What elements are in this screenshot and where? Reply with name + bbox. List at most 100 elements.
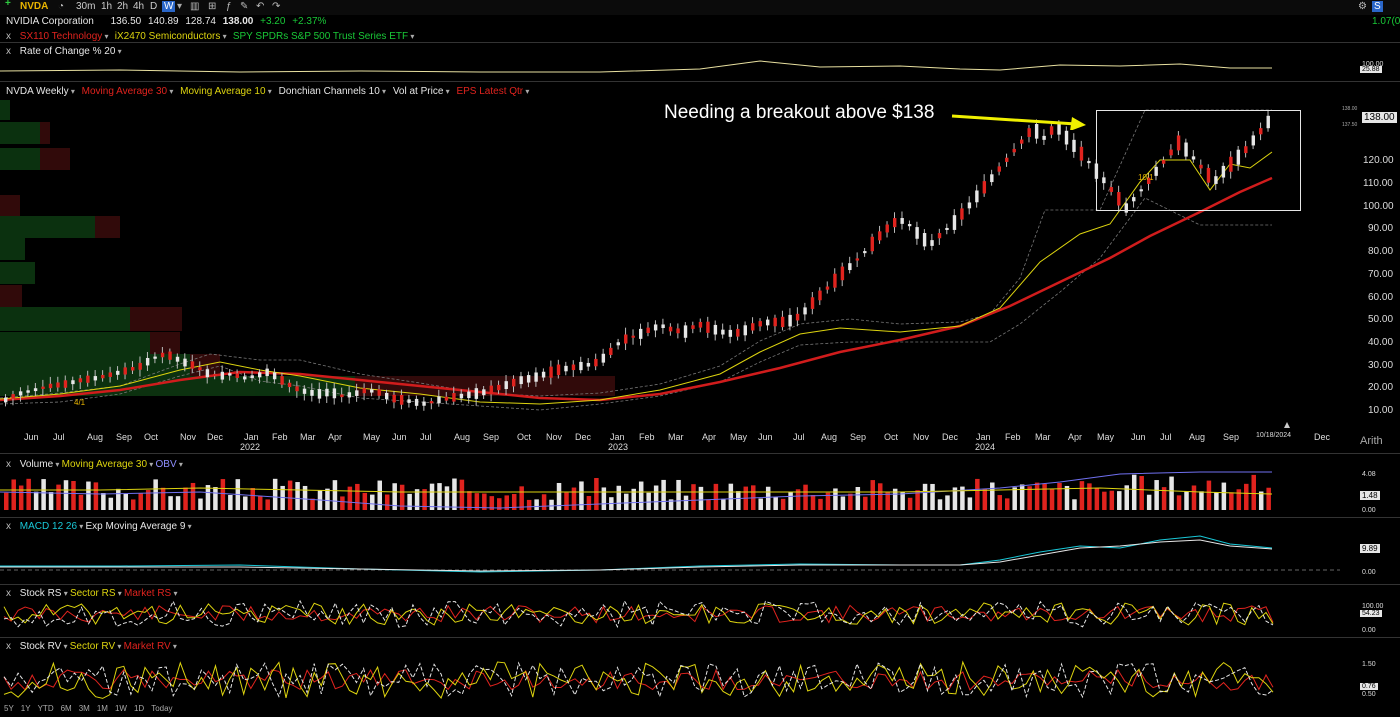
date-label: Jul [793,432,805,442]
rs-plot: 100.00 0.00 [3,599,1384,634]
volume-bar [863,496,868,510]
sector-rs-label[interactable]: Sector RS [69,588,116,599]
indicator-eps[interactable]: EPS Latest Qtr [456,86,524,97]
svg-text:120.00: 120.00 [1363,155,1394,166]
gauge-icon[interactable]: ◔ [58,1,65,12]
volume-bar [1244,483,1249,510]
candle [414,398,419,406]
date-axis: Jun Jul Aug Sep Oct Nov Dec Jan Feb Mar Apr May Jun J… [0,430,1360,452]
range-button[interactable]: 1D [133,704,145,713]
volume-bar [706,499,711,510]
redo-icon[interactable]: ↷ [272,1,281,12]
tf-4h[interactable]: 4h [133,1,145,12]
tools-icon[interactable]: ⊞ [208,1,217,12]
obv-label[interactable]: OBV [155,459,177,470]
volume-bar [833,488,838,510]
close-icon[interactable]: x [6,521,11,532]
indicator-ma30[interactable]: Moving Average 30 [81,86,168,97]
tf-30m[interactable]: 30m [76,1,96,12]
candle [676,328,680,334]
volume-bar [1206,480,1212,510]
tf-w[interactable]: W [162,1,176,12]
close-icon[interactable]: x [6,459,11,470]
volume-ma-label[interactable]: Moving Average 30 [61,459,148,470]
related-index[interactable]: SPY SPDRs S&P 500 Trust Series ETF [232,31,409,42]
undo-icon[interactable]: ↶ [256,1,265,12]
volume-bar [123,493,129,510]
volume-label[interactable]: Volume [19,459,54,470]
range-button[interactable]: YTD [37,704,54,713]
roc-label[interactable]: Rate of Change % 20 [19,46,116,57]
range-button[interactable]: 6M [60,704,72,713]
tf-2h[interactable]: 2h [117,1,129,12]
marker-4-1: 4/1 [74,398,86,407]
candle [990,174,994,183]
volume-bar [885,492,890,510]
roc-plot: 100.00 [0,60,1384,73]
indicator-donchian[interactable]: Donchian Channels 10 [278,86,380,97]
volume-bar [1034,482,1040,510]
candle [452,393,456,402]
volume-bar [1057,482,1062,510]
macd-label[interactable]: MACD 12 26 [19,521,78,532]
candle [258,372,262,378]
add-symbol-icon[interactable]: + [5,0,11,9]
candle [160,352,165,358]
volume-bar [168,496,173,510]
date-label: Feb [272,432,288,442]
close-icon[interactable]: x [6,641,11,652]
indicator-vap[interactable]: Vol at Price [392,86,444,97]
volume-bar [676,479,681,510]
volume-bar [355,483,360,510]
timeframe-dropdown-icon[interactable]: ▾ [177,1,183,12]
stock-rs-label[interactable]: Stock RS [19,588,62,599]
range-button[interactable]: 5Y [4,704,14,713]
settings-icon[interactable]: ⚙ [1358,1,1367,12]
candle [183,358,187,367]
related-sector[interactable]: SX110 Technology [19,31,103,42]
market-rs-label[interactable]: Market RS [123,588,172,599]
date-label: Sep [116,432,133,442]
volume-bar [848,493,853,510]
macd-signal-label[interactable]: Exp Moving Average 9 [85,521,186,532]
date-label: Dec [575,432,592,442]
candle [467,391,471,399]
volume-bar [653,485,659,510]
range-button[interactable]: 1W [114,704,127,713]
close-icon[interactable]: x [6,31,11,42]
price-chart[interactable]: 4/1 10/1 120.00 110.00 100.00 90.00 80.0… [0,98,1400,458]
company-name: NVIDIA Corporation [6,16,94,27]
sector-rv-label[interactable]: Sector RV [69,641,116,652]
account-icon[interactable]: S [1372,1,1383,12]
tf-d[interactable]: D [150,1,158,12]
close-icon[interactable]: x [6,588,11,599]
indicator-ma10[interactable]: Moving Average 10 [180,86,266,97]
volume-bar [1146,494,1152,510]
range-button[interactable]: 3M [78,704,90,713]
candle [893,218,897,228]
chart-type-icon[interactable]: ▥ [190,1,200,12]
tf-1h[interactable]: 1h [101,1,113,12]
candle [340,394,344,398]
related-industry[interactable]: iX2470 Semiconductors [114,31,221,42]
draw-icon[interactable]: ✎ [240,1,249,12]
candle [18,391,23,396]
svg-text:137.50: 137.50 [1342,122,1358,128]
indicators-icon[interactable]: ƒ [226,1,232,12]
candle [1042,135,1046,140]
candle [900,218,904,224]
symbol-field[interactable]: NVDA [20,1,49,12]
close-icon[interactable]: x [6,46,11,57]
range-button[interactable]: Today [151,704,173,713]
stock-rv-label[interactable]: Stock RV [19,641,62,652]
volume-bar [130,499,136,510]
candle [332,388,337,399]
candle [444,396,449,401]
candle [1206,167,1211,183]
market-rv-label[interactable]: Market RV [123,641,171,652]
range-button[interactable]: 1Y [20,704,31,713]
main-symbol-label[interactable]: NVDA Weekly [6,86,69,97]
volume-bar [526,499,532,510]
candle [26,390,30,393]
range-button[interactable]: 1M [96,704,108,713]
